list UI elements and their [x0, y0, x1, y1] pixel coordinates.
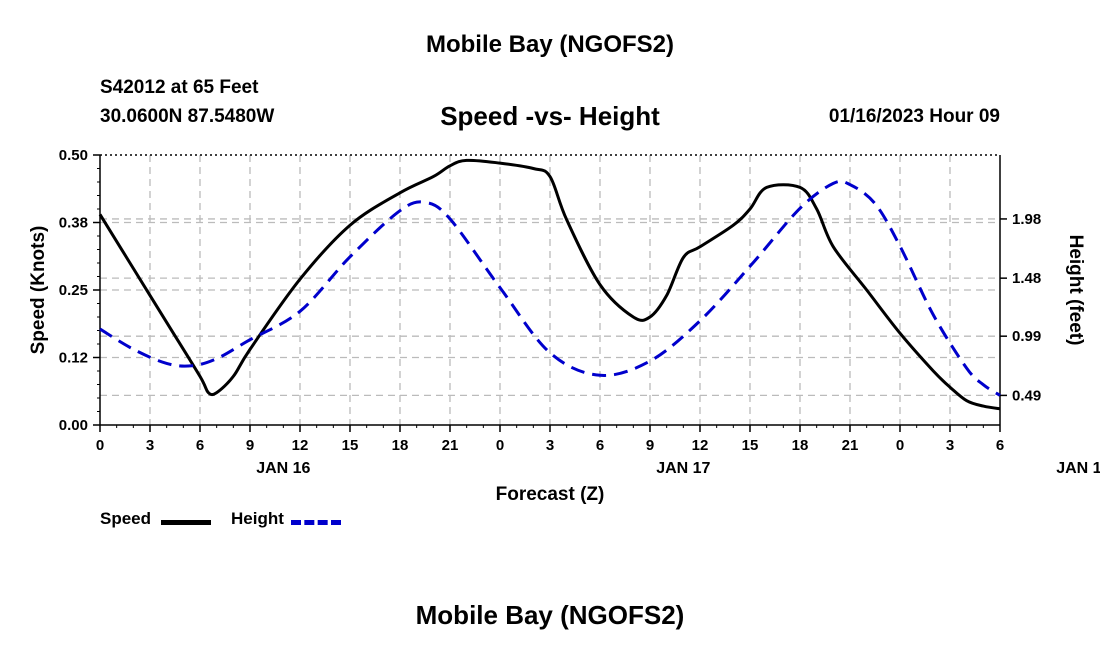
x-tick-label: 9 [246, 437, 254, 454]
y-axis-label-left: Speed (Knots) [28, 226, 49, 355]
x-tick-label: 9 [646, 437, 654, 454]
axes: 0 3 6 9 12 15 18 21 0 3 6 9 12 15 18 21 0 3 6 JAN 16 JAN 17 J… [59, 147, 1100, 477]
x-tick-label: 15 [742, 437, 759, 454]
y2-tick-label: 1.98 [1012, 211, 1041, 228]
x-tick-label: 21 [842, 437, 859, 454]
station-label: S42012 at 65 Feet [100, 77, 259, 98]
legend-swatch-height [291, 520, 341, 525]
x-tick-label: 3 [946, 437, 954, 454]
x-tick-label: 6 [596, 437, 604, 454]
y-tick-label: 0.25 [59, 282, 88, 299]
y-tick-label: 0.38 [59, 215, 88, 232]
y-tick-label: 0.12 [59, 350, 88, 367]
y-tick-label: 0.00 [59, 417, 88, 434]
x-date-label: JAN 17 [656, 460, 710, 477]
date-hour-label: 01/16/2023 Hour 09 [828, 106, 1000, 127]
x-tick-label: 3 [546, 437, 554, 454]
series-line-height [99, 179, 1001, 397]
x-date-label: JAN 16 [256, 460, 310, 477]
x-tick-label: 18 [392, 437, 409, 454]
y2-tick-label: 1.48 [1012, 270, 1041, 287]
footer-title: Mobile Bay (NGOFS2) [415, 600, 685, 630]
x-tick-label: 6 [996, 437, 1004, 454]
x-tick-label: 0 [496, 437, 504, 454]
series-lines [98, 158, 1001, 411]
legend-label-speed: Speed [100, 509, 152, 528]
x-tick-label: 12 [692, 437, 709, 454]
x-tick-label: 6 [196, 437, 204, 454]
x-tick-label: 0 [96, 437, 104, 454]
y2-tick-label: 0.49 [1012, 387, 1041, 404]
x-tick-label: 12 [292, 437, 309, 454]
legend-swatch-speed [161, 520, 211, 525]
x-tick-label: 18 [792, 437, 809, 454]
x-tick-label: 0 [896, 437, 904, 454]
y2-tick-label: 0.99 [1012, 328, 1041, 345]
legend-label-height: Height [231, 509, 284, 528]
y-tick-label: 0.50 [59, 147, 88, 164]
y-axis-label-right: Height (feet) [1065, 235, 1086, 346]
lat-lon-label: 30.0600N 87.5480W [100, 106, 275, 127]
series-line-speed [98, 158, 1001, 411]
x-tick-label: 15 [342, 437, 359, 454]
x-date-label: JAN 18 [1056, 460, 1100, 477]
x-tick-label: 21 [442, 437, 459, 454]
chart-subtitle: Speed -vs- Height [440, 101, 660, 131]
x-axis-label: Forecast (Z) [496, 484, 605, 505]
x-tick-label: 3 [146, 437, 154, 454]
chart-main-title: Mobile Bay (NGOFS2) [425, 31, 675, 58]
